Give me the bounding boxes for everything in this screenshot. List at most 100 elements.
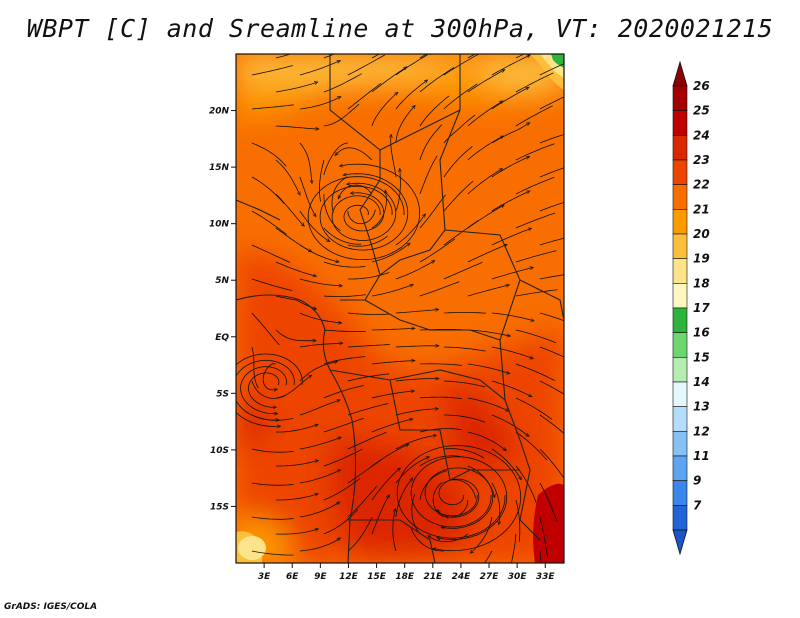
streamline — [299, 244, 338, 262]
streamlines — [236, 54, 564, 563]
streamline — [251, 448, 294, 453]
streamline — [438, 499, 469, 518]
streamline — [299, 503, 339, 518]
streamline — [251, 550, 294, 556]
streamline — [395, 436, 436, 450]
streamline — [395, 81, 427, 110]
lon-tick-label: 3E — [258, 572, 271, 582]
streamline — [395, 170, 401, 212]
streamline — [275, 376, 311, 399]
streamline — [323, 294, 366, 297]
streamline — [299, 142, 312, 182]
streamline — [395, 54, 431, 76]
streamline — [251, 176, 285, 204]
streamline — [491, 482, 500, 524]
streamline — [467, 465, 495, 497]
streamline — [491, 312, 533, 321]
streamline — [539, 167, 564, 178]
streamline — [323, 448, 363, 467]
streamline — [563, 193, 564, 195]
streamline — [395, 479, 412, 518]
streamline — [251, 142, 287, 167]
cyclone-streamline — [331, 183, 397, 241]
streamline — [491, 191, 529, 212]
streamline — [491, 380, 531, 396]
streamline — [336, 147, 373, 161]
colorbar-swatch — [672, 233, 688, 259]
streamline — [251, 312, 280, 346]
lon-tick-label: 24E — [452, 572, 472, 582]
streamline — [371, 328, 414, 331]
lon-tick-label: 27E — [480, 572, 500, 582]
streamline — [419, 67, 455, 93]
streamline — [515, 397, 553, 420]
colorbar-swatch — [672, 455, 688, 481]
streamline — [515, 250, 557, 263]
streamline — [539, 380, 564, 395]
streamline — [467, 137, 503, 161]
lat-tick-label: 15S — [210, 502, 229, 512]
streamline — [539, 96, 564, 110]
streamline — [515, 212, 556, 229]
streamline — [563, 397, 564, 399]
streamline — [419, 363, 462, 366]
latitude-axis: 20N 15N 10N 5N EQ 5S 10S 15S — [209, 107, 236, 512]
streamline — [371, 93, 397, 127]
streamline — [563, 363, 564, 365]
streamline — [347, 458, 383, 484]
streamline — [539, 550, 542, 563]
colorbar-swatch — [672, 258, 688, 284]
streamline — [515, 431, 548, 461]
longitude-axis: 3E 6E 9E 12E 15E 18E 21E 24E 27E 30E 33E — [258, 563, 555, 582]
cyclone-streamline — [424, 467, 494, 529]
streamline — [299, 210, 329, 241]
streamline — [484, 550, 493, 563]
streamline — [539, 312, 564, 322]
cyclone-streamline — [307, 164, 421, 261]
streamline — [323, 385, 364, 399]
streamline — [563, 261, 564, 263]
streamline — [347, 272, 390, 280]
streamline — [347, 486, 377, 518]
streamline — [275, 159, 300, 194]
map-frame — [235, 53, 565, 564]
streamline — [443, 54, 480, 76]
streamline — [432, 481, 445, 518]
streamline — [539, 63, 564, 76]
streamline — [299, 470, 340, 484]
streamline — [411, 493, 421, 535]
streamline — [347, 517, 373, 552]
streamline — [251, 346, 259, 389]
streamline — [443, 146, 473, 178]
streamline — [275, 125, 318, 129]
colorbar-label: 15 — [693, 350, 710, 364]
colorbar-swatch — [672, 505, 688, 531]
streamline — [563, 533, 564, 536]
colorbar-label: 21 — [693, 202, 710, 216]
streamline — [299, 438, 340, 450]
streamline — [299, 176, 316, 216]
streamline — [515, 329, 557, 344]
colorbar-swatch — [672, 85, 688, 111]
streamline — [275, 425, 317, 433]
colorbar-label: 26 — [693, 79, 710, 93]
lat-tick-label: 15N — [209, 163, 230, 173]
lon-tick-label: 9E — [314, 572, 327, 582]
streamline — [419, 396, 462, 400]
streamline — [419, 124, 443, 161]
streamline — [371, 67, 406, 93]
streamline — [539, 134, 564, 144]
streamline — [539, 274, 564, 280]
streamline — [467, 285, 509, 297]
streamline — [491, 88, 528, 110]
streamline — [410, 528, 444, 552]
colorbar-label: 7 — [693, 498, 702, 512]
streamline — [395, 409, 437, 416]
streamline — [371, 285, 412, 297]
streamline — [467, 245, 506, 263]
streamline — [347, 54, 385, 76]
streamline — [467, 397, 508, 411]
lat-tick-label: 5S — [216, 389, 229, 399]
streamline — [323, 356, 366, 365]
